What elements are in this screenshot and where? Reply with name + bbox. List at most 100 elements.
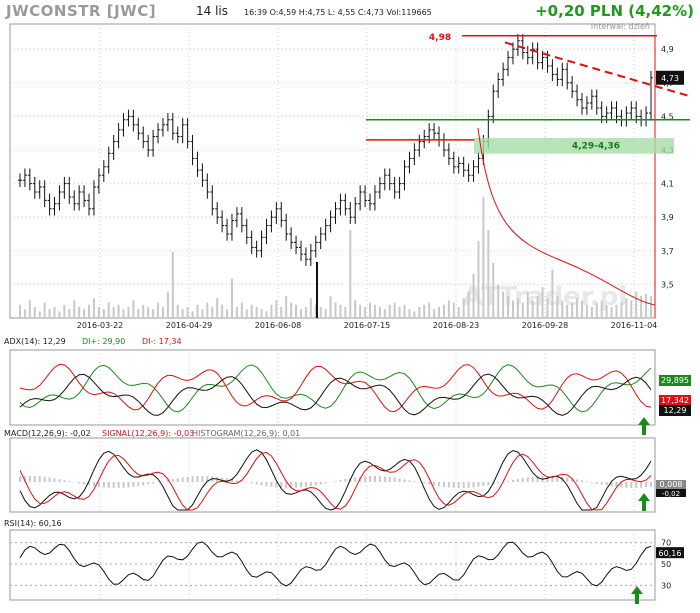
volume-bar: [157, 302, 160, 318]
volume-bar: [260, 309, 263, 318]
adx-value-label: 17,342: [661, 396, 689, 405]
volume-bar: [280, 307, 283, 318]
volume-bar: [364, 307, 367, 318]
macd-histogram-bar: [221, 477, 224, 482]
macd-histogram-bar: [147, 482, 150, 485]
macd-histogram-bar: [615, 482, 618, 488]
macd-histogram-bar: [388, 476, 391, 482]
macd-histogram-bar: [580, 480, 583, 482]
macd-histogram-bar: [576, 479, 579, 482]
buy-signal-arrow-icon: [638, 417, 650, 435]
macd-histogram-bar: [161, 481, 164, 482]
volume-bar: [457, 307, 460, 318]
volume-bar: [78, 307, 81, 318]
macd-histogram-bar: [645, 482, 648, 488]
volume-bar: [546, 298, 549, 318]
macd-histogram-bar: [625, 482, 628, 488]
volume-bar: [48, 309, 51, 318]
volume-bar: [166, 291, 169, 318]
volume-bar: [290, 302, 293, 318]
volume-bar: [467, 291, 470, 318]
volume-bar: [339, 304, 342, 318]
macd-histogram-bar: [171, 479, 174, 482]
macd-histogram-bar: [497, 482, 500, 484]
macd-histogram-bar: [166, 480, 169, 482]
volume-bar: [398, 307, 401, 318]
volume-bar: [526, 291, 529, 318]
volume-bar: [142, 304, 145, 318]
rsi-tick-label: 70: [661, 539, 671, 548]
rsi-title: RSI(14): 60,16: [4, 519, 62, 528]
volume-bar: [196, 304, 199, 318]
session-date: 14 lis: [196, 4, 229, 18]
volume-bar: [635, 291, 638, 318]
macd-histogram-bar: [250, 482, 253, 484]
volume-bar: [507, 296, 510, 318]
volume-bar: [497, 285, 500, 318]
volume-bar: [383, 309, 386, 318]
macd-histogram-bar: [260, 482, 263, 486]
macd-value-label-2: -0,02: [662, 490, 680, 498]
macd-histogram-bar: [196, 476, 199, 482]
macd-histogram-bar: [319, 482, 322, 485]
macd-histogram-bar: [423, 482, 426, 484]
macd-histogram-bar: [462, 482, 465, 488]
volume-bar: [33, 307, 36, 318]
x-tick-label: 2016-03-22: [77, 321, 124, 330]
macd-histogram-bar: [78, 482, 81, 484]
macd-histogram-bar: [275, 482, 278, 488]
macd-histogram-bar: [635, 482, 638, 488]
ohlc-readout: 16:39 O:4,59 H:4,75 L: 4,55 C:4,73 Vol:1…: [244, 8, 432, 17]
macd-histogram-bar: [452, 482, 455, 488]
x-tick-label: 2016-11-04: [611, 321, 658, 330]
volume-bar: [462, 298, 465, 318]
macd-histogram-bar: [408, 480, 411, 482]
watermark: ATTrader.pl: [463, 282, 627, 312]
zone-label: 4,29-4,36: [572, 142, 620, 152]
y-tick-label: 3,5: [661, 280, 674, 289]
rsi-tick-label: 30: [661, 581, 671, 590]
volume-bar: [359, 304, 362, 318]
volume-bar: [211, 307, 214, 318]
macd-histogram-label: HISTOGRAM(12,26,9): 0,01: [192, 429, 300, 438]
volume-bar: [334, 302, 337, 318]
macd-histogram-bar: [403, 479, 406, 482]
resistance-label: 4,98: [429, 33, 451, 43]
volume-bar: [19, 304, 21, 318]
volume-bar: [590, 307, 593, 318]
volume-bar: [423, 304, 426, 318]
y-tick-label: 3,7: [661, 247, 674, 256]
adx-di-minus-label: DI-: 17,34: [142, 337, 182, 346]
macd-histogram-bar: [314, 482, 317, 486]
volume-bar: [38, 311, 41, 318]
volume-bar: [206, 302, 209, 318]
volume-bar: [585, 304, 588, 318]
macd-histogram-bar: [595, 482, 598, 484]
volume-bar: [645, 293, 648, 318]
volume-bar: [482, 197, 485, 318]
macd-histogram-bar: [585, 481, 588, 482]
volume-bar: [640, 296, 643, 318]
macd-histogram-bar: [181, 477, 184, 482]
macd-histogram-bar: [433, 482, 436, 486]
macd-histogram-bar: [142, 482, 145, 486]
macd-histogram-bar: [102, 482, 105, 488]
buy-signal-arrow-icon: [631, 586, 643, 604]
macd-histogram-bar: [482, 482, 485, 486]
trend-line: [504, 41, 691, 98]
macd-value-label: 0,008: [660, 480, 683, 489]
volume-bar: [620, 302, 623, 318]
y-tick-label: 4,9: [661, 45, 674, 54]
volume-bar: [107, 302, 110, 318]
macd-histogram-bar: [58, 479, 61, 482]
macd-histogram-bar: [201, 476, 204, 482]
price-change: +0,20 PLN (4,42%): [535, 2, 694, 20]
macd-histogram-bar: [38, 476, 41, 482]
volume-bar: [58, 311, 61, 318]
y-tick-label: 4,5: [661, 112, 674, 121]
volume-bar: [137, 309, 140, 318]
adx-value-box: [659, 375, 691, 386]
volume-bar: [576, 298, 579, 318]
volume-bar: [226, 309, 229, 318]
